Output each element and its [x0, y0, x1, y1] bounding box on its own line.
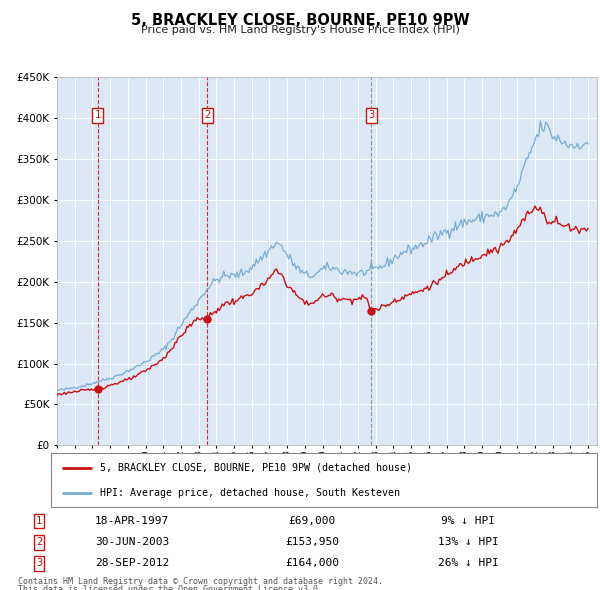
Text: 2: 2	[36, 537, 42, 547]
Text: £164,000: £164,000	[285, 559, 339, 568]
Text: 9% ↓ HPI: 9% ↓ HPI	[441, 516, 495, 526]
Text: £153,950: £153,950	[285, 537, 339, 547]
Text: £69,000: £69,000	[289, 516, 335, 526]
Text: 26% ↓ HPI: 26% ↓ HPI	[437, 559, 499, 568]
Text: 1: 1	[36, 516, 42, 526]
Text: 28-SEP-2012: 28-SEP-2012	[95, 559, 169, 568]
Text: 18-APR-1997: 18-APR-1997	[95, 516, 169, 526]
Text: This data is licensed under the Open Government Licence v3.0.: This data is licensed under the Open Gov…	[18, 585, 323, 590]
Text: 2: 2	[204, 110, 211, 120]
Text: HPI: Average price, detached house, South Kesteven: HPI: Average price, detached house, Sout…	[100, 488, 400, 498]
Text: 3: 3	[36, 559, 42, 568]
Text: 5, BRACKLEY CLOSE, BOURNE, PE10 9PW: 5, BRACKLEY CLOSE, BOURNE, PE10 9PW	[131, 13, 469, 28]
Text: 3: 3	[368, 110, 374, 120]
Text: 5, BRACKLEY CLOSE, BOURNE, PE10 9PW (detached house): 5, BRACKLEY CLOSE, BOURNE, PE10 9PW (det…	[100, 463, 412, 473]
Text: 13% ↓ HPI: 13% ↓ HPI	[437, 537, 499, 547]
Text: Price paid vs. HM Land Registry's House Price Index (HPI): Price paid vs. HM Land Registry's House …	[140, 25, 460, 35]
Text: Contains HM Land Registry data © Crown copyright and database right 2024.: Contains HM Land Registry data © Crown c…	[18, 577, 383, 586]
Text: 30-JUN-2003: 30-JUN-2003	[95, 537, 169, 547]
Text: 1: 1	[94, 110, 101, 120]
